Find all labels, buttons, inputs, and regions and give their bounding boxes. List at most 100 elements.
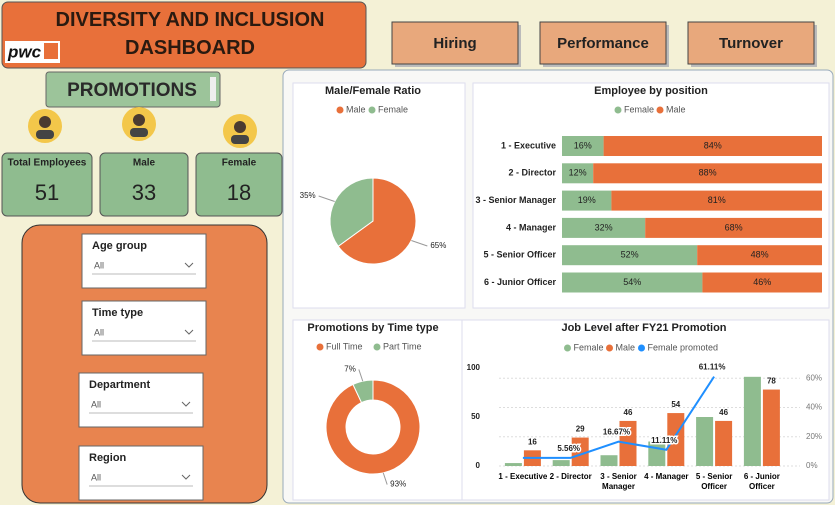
x-tick-label-box: 3 - Senior Manager	[600, 472, 637, 491]
y2-tick-label: 20%	[806, 432, 822, 441]
category-label: 1 - Executive	[501, 140, 556, 150]
filter-value[interactable]: All	[94, 327, 104, 337]
y-tick-label: 100	[467, 363, 481, 372]
chevron	[184, 329, 194, 335]
legend-swatch	[336, 106, 344, 114]
x-tick-label-box: 2 - Director	[549, 472, 592, 481]
chart-title: Male/Female Ratio	[325, 85, 421, 97]
kpi-label: Total Employees	[8, 158, 87, 169]
filter-value[interactable]: All	[94, 260, 104, 270]
kpi-value: 18	[227, 180, 251, 205]
legend-label: Part Time	[383, 341, 422, 351]
legend-swatch	[614, 106, 622, 114]
icon-body	[36, 130, 54, 139]
filter-label: Age group	[92, 240, 147, 252]
filter-label: Region	[89, 452, 127, 464]
kpi-card	[99, 152, 189, 217]
value-label: 48%	[751, 250, 769, 260]
x-tick-label: 6 - Junior Officer	[743, 472, 780, 491]
slice	[325, 379, 421, 475]
filter-value[interactable]: All	[91, 472, 101, 482]
bar	[715, 420, 733, 466]
legend-swatch	[656, 106, 664, 114]
icon-body	[130, 128, 148, 137]
leader	[318, 195, 335, 202]
bar-segment	[645, 217, 822, 238]
dashboard-title: DIVERSITY AND INCLUSION DASHBOARD	[55, 9, 325, 59]
value-label: 46%	[753, 277, 771, 287]
y2-tick-label: 40%	[806, 403, 822, 412]
title-box	[1, 1, 367, 69]
value-label: 84%	[704, 140, 722, 150]
y2-tick-label: 60%	[806, 373, 822, 382]
kpi-label: Male	[133, 158, 156, 169]
value-label: 81%	[708, 195, 726, 205]
chart-title: Employee by position	[594, 85, 708, 97]
legend-label: Male	[616, 342, 636, 352]
leader	[358, 369, 364, 382]
category-label: 2 - Director	[508, 168, 556, 178]
section-box	[45, 71, 221, 108]
icon-body	[231, 135, 249, 144]
x-tick-label: 3 - Senior Manager	[600, 472, 637, 491]
legend-swatch	[373, 343, 381, 351]
chart-title: Promotions by Time type	[307, 322, 438, 334]
nav-button[interactable]	[391, 21, 519, 65]
value-label: 93%	[390, 480, 406, 489]
value-label: 35%	[300, 191, 316, 200]
value-label: 19%	[578, 195, 596, 205]
x-tick-label: 1 - Executive	[498, 472, 548, 481]
value-label: 16%	[574, 140, 592, 150]
leader	[382, 472, 388, 485]
category-label: 6 - Junior Officer	[484, 277, 557, 287]
bar	[600, 455, 618, 466]
x-tick-label: 4 - Manager	[644, 472, 689, 481]
category-label: 5 - Senior Officer	[483, 250, 556, 260]
kpi-card	[195, 152, 283, 217]
bar	[743, 376, 761, 466]
legend-swatch	[316, 343, 324, 351]
icon-head	[39, 116, 51, 128]
filter-panel	[21, 224, 268, 504]
icon-head	[234, 121, 246, 133]
nav-label: Hiring	[433, 35, 476, 52]
value-label: 54	[671, 400, 680, 409]
kpi-value: 51	[35, 180, 59, 205]
nav-label: Performance	[557, 35, 649, 52]
filter-label: Time type	[92, 307, 143, 319]
bar	[667, 413, 685, 466]
bar	[648, 441, 666, 466]
y2-tick-label: 0%	[806, 461, 818, 470]
filter-card	[81, 233, 207, 289]
value-label: 32%	[595, 222, 613, 232]
value-label: 12%	[569, 168, 587, 178]
nav-button[interactable]	[539, 21, 667, 65]
filter-label: Department	[89, 379, 150, 391]
line-label: 5.56%	[557, 444, 580, 453]
category-label: 4 - Manager	[506, 222, 557, 232]
kpi-value: 33	[132, 180, 156, 205]
nav-button[interactable]	[687, 21, 815, 65]
value-label: 52%	[621, 250, 639, 260]
legend-label: Female	[574, 342, 604, 352]
chart-title: Job Level after FY21 Promotion	[561, 322, 726, 334]
leader	[411, 240, 428, 247]
bar-segment	[611, 190, 822, 211]
legend-label: Full Time	[326, 341, 363, 351]
bar	[762, 389, 780, 466]
chevron	[181, 474, 191, 480]
legend-swatch	[368, 106, 376, 114]
bar-segment	[562, 190, 612, 211]
filter-card	[78, 372, 204, 428]
value-label: 65%	[430, 241, 446, 250]
x-tick-label: 2 - Director	[549, 472, 592, 481]
legend-swatch	[638, 344, 645, 352]
legend-swatch	[564, 344, 571, 352]
filter-value[interactable]: All	[91, 399, 101, 409]
x-tick-label-box: 1 - Executive	[498, 472, 548, 481]
bar-segment	[603, 136, 822, 156]
bar-segment	[697, 245, 822, 266]
value-label: 46	[624, 408, 633, 417]
legend-label: Male	[346, 104, 366, 114]
x-tick-label-box: 6 - Junior Officer	[743, 472, 780, 491]
